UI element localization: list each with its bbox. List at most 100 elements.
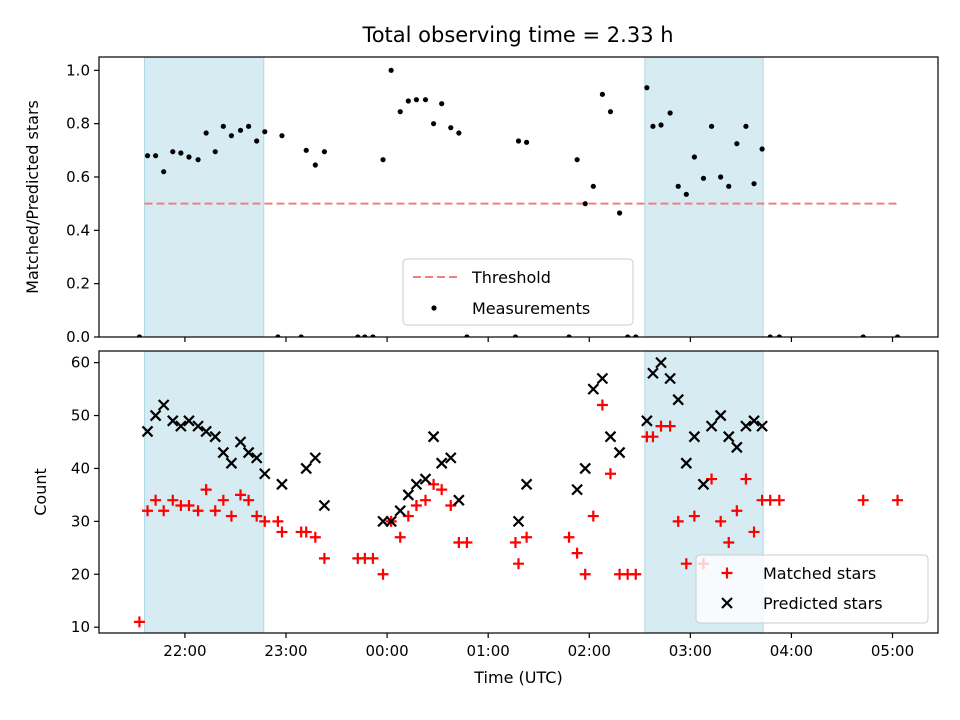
data-point (250, 452, 263, 464)
y-axis-label: Matched/Predicted stars (23, 100, 42, 294)
data-point (453, 494, 465, 506)
plot-area (133, 351, 904, 633)
data-point (667, 110, 673, 116)
axes-frame (98, 350, 939, 634)
data-point (658, 122, 664, 128)
data-point (225, 510, 237, 522)
data-point (574, 157, 580, 163)
data-point (192, 505, 204, 517)
data-point (740, 420, 752, 432)
y-tick-label: 0.8 (66, 115, 90, 133)
x-tick-label: 01:00 (467, 642, 510, 660)
data-point (680, 457, 693, 469)
data-point (857, 494, 869, 506)
legend-predicted-swatch (721, 597, 733, 609)
data-point (217, 446, 230, 459)
data-point (318, 552, 330, 564)
y-tick-label: 40 (71, 459, 90, 477)
data-point (394, 531, 406, 543)
data-point (596, 399, 608, 411)
y-tick-label: 0.6 (66, 168, 90, 186)
data-point (228, 133, 235, 139)
data-point (192, 420, 204, 432)
data-point (427, 430, 440, 443)
data-point (705, 420, 718, 432)
data-point (439, 101, 445, 107)
data-point (773, 494, 785, 506)
data-point (664, 372, 676, 385)
data-point (430, 121, 437, 127)
data-point (220, 123, 226, 129)
data-point (731, 505, 743, 517)
data-point (259, 467, 271, 480)
x-tick-label: 22:00 (163, 642, 206, 660)
data-point (688, 510, 700, 522)
data-point (405, 98, 411, 104)
data-point (235, 489, 247, 501)
data-point (272, 515, 284, 527)
data-point (200, 425, 212, 438)
data-point (436, 484, 448, 496)
data-point (521, 531, 533, 543)
x-tick-label: 05:00 (871, 642, 914, 660)
data-point (587, 510, 599, 522)
data-point (655, 356, 667, 369)
data-point (183, 415, 195, 427)
legend-box (695, 554, 929, 624)
y-tick-label: 0.2 (66, 275, 90, 293)
series-measurements (136, 67, 901, 337)
legend-label-predicted: Predicted stars (763, 594, 883, 613)
data-point (444, 452, 457, 464)
figure-title: Total observing time = 2.33 h (361, 23, 673, 47)
data-point (759, 146, 765, 152)
data-point (142, 505, 154, 517)
data-point (370, 334, 376, 337)
data-point (195, 157, 201, 163)
data-point (571, 547, 583, 559)
data-point (860, 334, 866, 337)
data-point (644, 85, 650, 91)
data-point (355, 334, 361, 337)
data-point (385, 515, 397, 528)
data-point (150, 494, 162, 506)
data-point (647, 431, 659, 443)
data-point (397, 109, 403, 115)
y-tick-label: 0.4 (66, 221, 90, 239)
y-tick-label: 0.0 (66, 328, 90, 346)
data-point (420, 494, 432, 506)
data-point (722, 430, 735, 443)
data-point (664, 420, 676, 432)
data-point (723, 537, 735, 549)
data-point (613, 446, 626, 459)
legend-matched-swatch (721, 567, 733, 579)
data-point (523, 139, 530, 145)
data-point (149, 409, 162, 422)
legend-box (402, 258, 634, 326)
data-point (672, 393, 684, 406)
data-point (675, 183, 681, 189)
data-point (726, 183, 732, 189)
count-panel: 10 20 30 40 50 60 22:00 23:00 00:00 01:00 02:00 03:… (31, 350, 939, 687)
data-point (209, 505, 221, 517)
data-point (141, 425, 154, 438)
axes-frame (98, 56, 939, 338)
data-point (183, 499, 195, 511)
plot-area (136, 57, 901, 337)
data-point (410, 478, 423, 491)
data-point (604, 468, 616, 480)
data-point (740, 473, 752, 485)
data-point (303, 147, 309, 153)
data-point (186, 154, 192, 160)
data-point (767, 334, 773, 337)
data-point (641, 415, 653, 427)
legend-label-matched: Matched stars (763, 564, 876, 583)
data-point (731, 441, 743, 454)
data-point (604, 430, 617, 443)
data-point (590, 183, 596, 189)
data-point (300, 526, 312, 538)
data-point (251, 510, 263, 522)
data-point (133, 616, 145, 628)
data-point (225, 457, 238, 469)
x-tick-label: 02:00 (568, 642, 611, 660)
data-point (234, 436, 247, 448)
